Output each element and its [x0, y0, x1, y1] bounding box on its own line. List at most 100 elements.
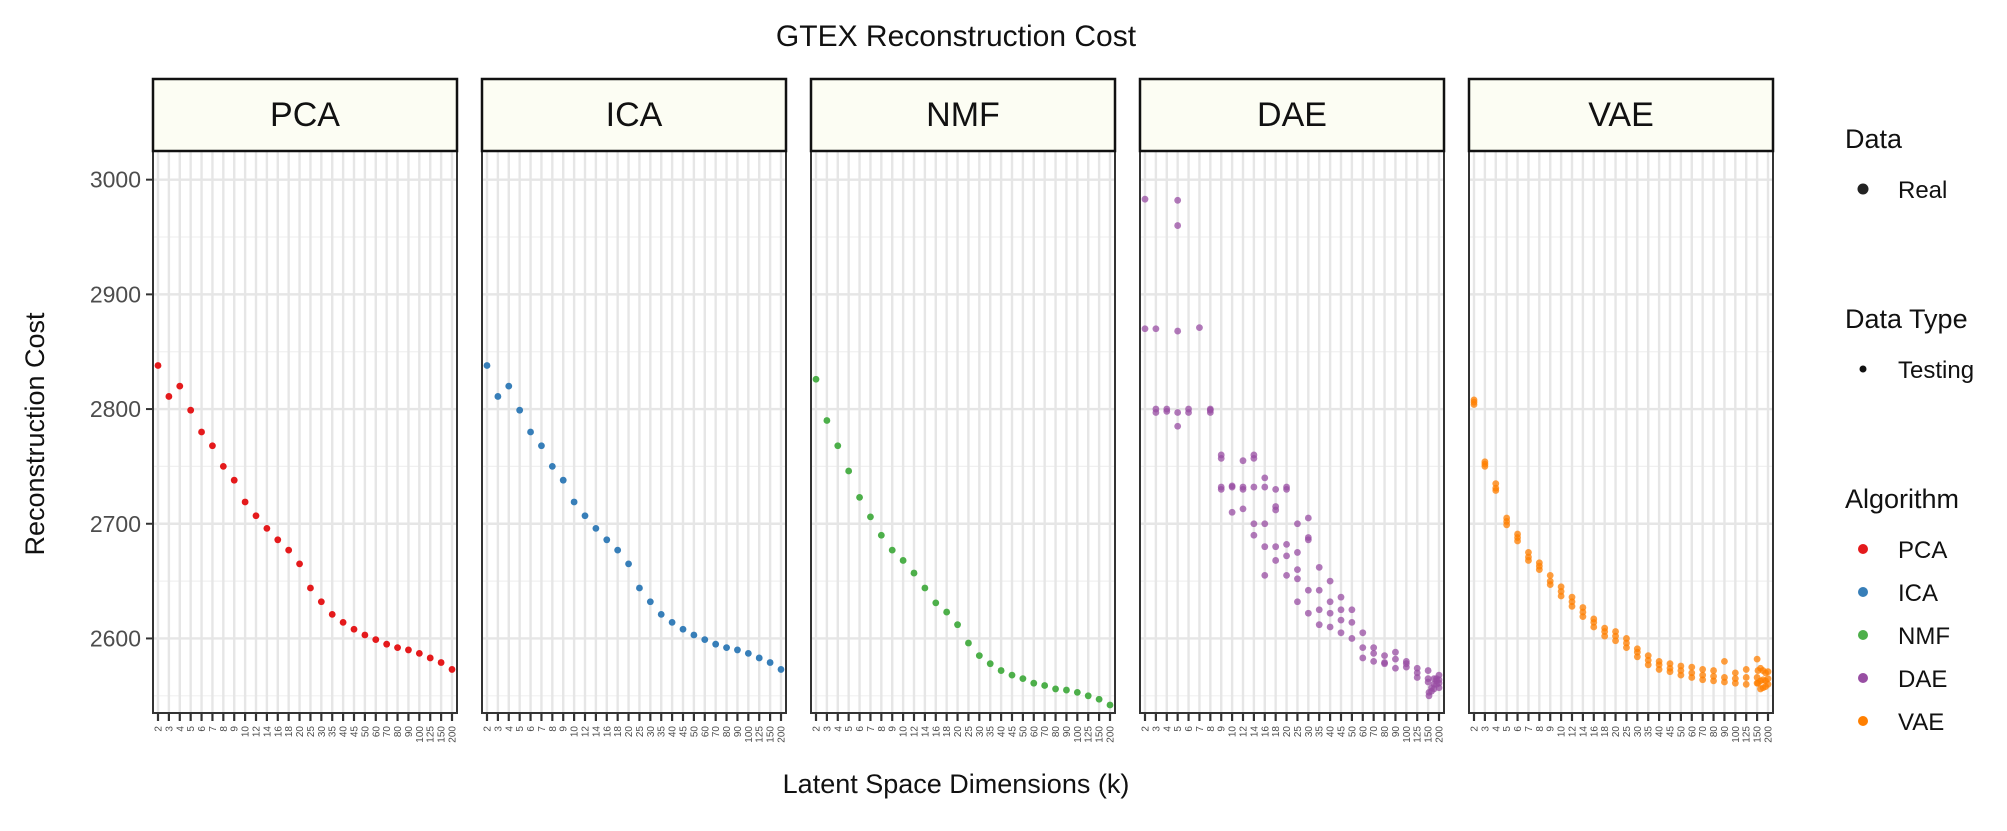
x-tick-label: 40 [1326, 726, 1337, 738]
x-tick-label: 70 [711, 726, 722, 738]
data-point [581, 512, 589, 520]
data-point [1666, 668, 1674, 676]
data-point [975, 652, 983, 660]
data-point [570, 498, 578, 506]
x-tick-label: 8 [1535, 726, 1546, 732]
x-tick-label: 125 [426, 726, 437, 743]
data-point [679, 625, 687, 633]
legend-group: Data Real [1845, 124, 1947, 204]
data-point [1315, 563, 1323, 571]
x-tick-label: 8 [1206, 726, 1217, 732]
x-tick-label: 45 [1008, 726, 1019, 738]
x-tick-label: 2 [1141, 726, 1152, 732]
x-tick-label: 150 [1095, 726, 1106, 743]
data-point [1294, 549, 1301, 556]
x-tick-label: 7 [1524, 726, 1535, 732]
x-tick-label: 2 [812, 726, 823, 732]
x-tick-label: 2 [154, 726, 165, 732]
data-point [888, 546, 896, 554]
data-point [1261, 571, 1269, 579]
x-tick-label: 150 [1753, 726, 1764, 743]
data-point [1304, 514, 1312, 522]
data-point [1753, 655, 1761, 663]
data-point [954, 621, 961, 629]
data-point [1008, 671, 1016, 679]
x-tick-label: 200 [1106, 726, 1117, 743]
legend-label: Testing [1898, 357, 1974, 384]
data-point [1250, 483, 1258, 491]
data-point [1612, 637, 1619, 645]
strip-label: NMF [926, 96, 1000, 134]
data-point [744, 649, 752, 657]
x-tick-label: 60 [1687, 726, 1698, 738]
panel-background [811, 151, 1115, 713]
x-tick-label: 90 [1720, 726, 1731, 738]
x-tick-label: 70 [382, 726, 393, 738]
data-point [986, 660, 994, 668]
chart-title: GTEX Reconstruction Cost [776, 20, 1137, 53]
data-point [1294, 598, 1301, 606]
x-tick-label: 90 [404, 726, 415, 738]
data-point [494, 393, 502, 400]
x-tick-label: 3 [822, 726, 833, 732]
x-tick-label: 50 [360, 726, 371, 738]
data-point [1337, 616, 1345, 624]
data-point [1228, 508, 1236, 516]
data-point [1272, 485, 1280, 493]
data-point [1217, 454, 1225, 462]
data-point [1163, 407, 1171, 415]
data-point [1623, 644, 1630, 652]
legend-key [1858, 587, 1868, 597]
data-point [823, 417, 831, 424]
data-point [690, 631, 698, 639]
x-tick-label: 18 [1600, 726, 1611, 738]
data-point [1392, 655, 1399, 663]
data-point [1370, 657, 1378, 665]
x-axis-label: Latent Space Dimensions (k) [783, 769, 1130, 799]
x-tick-label: 35 [986, 726, 997, 738]
data-point [1052, 685, 1059, 693]
legend-label: PCA [1898, 537, 1947, 564]
x-tick-label: 20 [953, 726, 964, 738]
data-point [1294, 566, 1301, 574]
legend-key [1857, 183, 1869, 195]
data-point [437, 659, 445, 666]
x-tick-label: 35 [1644, 726, 1655, 738]
data-point [1633, 653, 1641, 661]
legend-title: Algorithm [1845, 484, 1959, 514]
x-tick-label: 90 [733, 726, 744, 738]
data-point [921, 584, 929, 592]
data-point [527, 428, 534, 436]
data-point [1272, 557, 1280, 564]
data-point [1315, 586, 1323, 594]
data-point [1326, 577, 1334, 585]
data-point [910, 569, 918, 577]
data-point [1424, 667, 1432, 674]
data-point [777, 666, 785, 673]
data-point [1590, 623, 1598, 631]
data-point [877, 531, 885, 539]
x-tick-label: 80 [1380, 726, 1391, 738]
data-point [1742, 680, 1750, 688]
data-point [1359, 629, 1367, 637]
data-point [350, 625, 358, 633]
strip-background [151, 77, 459, 153]
data-point [1041, 682, 1049, 689]
data-point [943, 608, 951, 616]
legend-group: Algorithm PCA ICA NMF DAE VAE [1845, 484, 1959, 736]
data-point [296, 560, 303, 568]
x-tick-label: 60 [700, 726, 711, 738]
data-point [154, 362, 162, 369]
data-point [209, 442, 216, 450]
x-tick-label: 100 [1731, 726, 1742, 743]
x-tick-label: 4 [1491, 726, 1502, 732]
legend-label: Real [1898, 177, 1947, 204]
data-point [1019, 675, 1027, 682]
data-point [1731, 679, 1739, 687]
legend-key [1858, 716, 1868, 726]
strip-label: VAE [1588, 96, 1654, 134]
x-tick-label: 16 [1260, 726, 1271, 738]
data-point [198, 428, 205, 436]
